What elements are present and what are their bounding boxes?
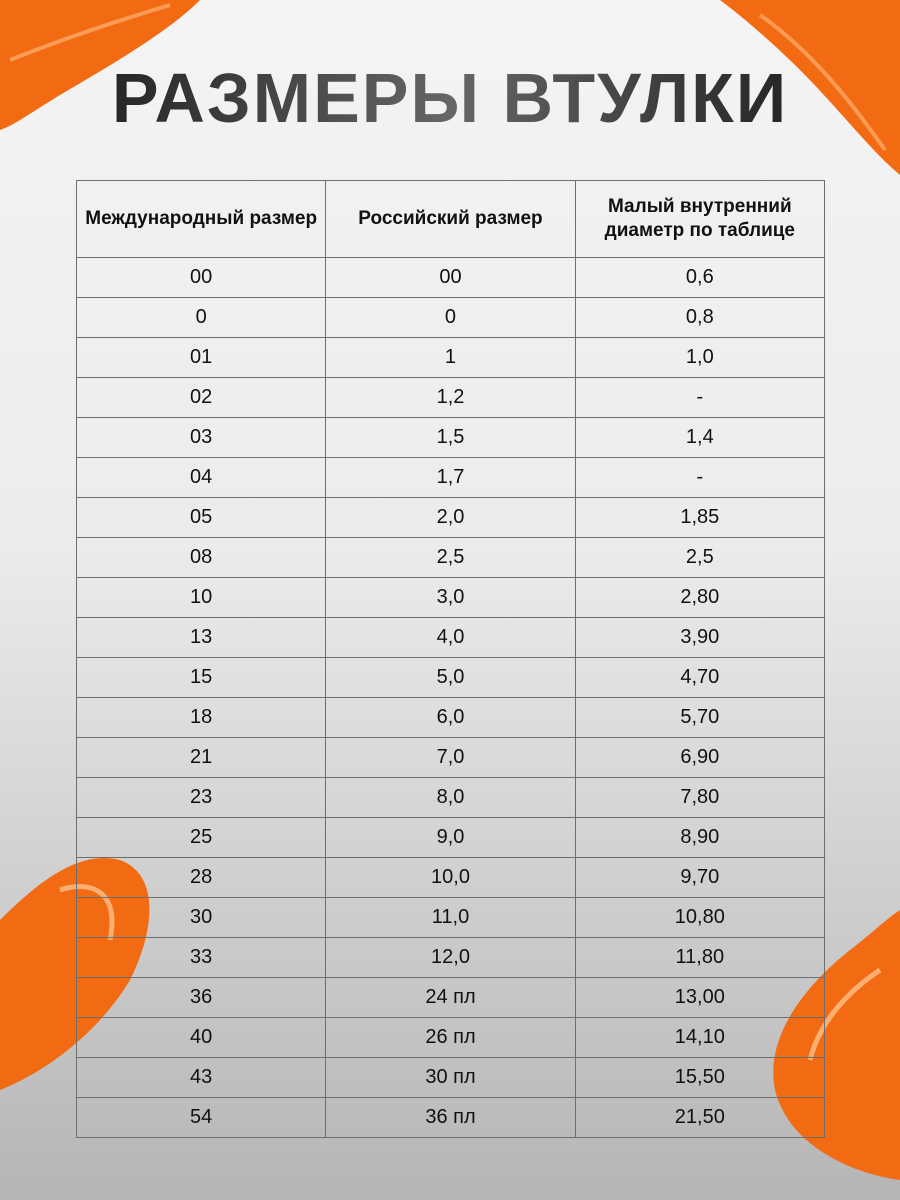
- table-row: 28 10,0 9,70: [75, 857, 826, 898]
- cell-russian-size: 8,0: [325, 777, 576, 818]
- table-row: 54 36 пл 21,50: [75, 1097, 826, 1138]
- cell-inner-diameter: 0,8: [574, 297, 826, 338]
- cell-russian-size: 1,2: [325, 377, 576, 418]
- header-inner-diameter: Малый внутренний диаметр по таблице: [574, 180, 826, 258]
- table-row: 15 5,0 4,70: [75, 657, 826, 698]
- cell-inner-diameter: 0,6: [574, 257, 826, 298]
- page-title: РАЗМЕРЫ ВТУЛКИ: [0, 58, 900, 138]
- cell-inner-diameter: 5,70: [574, 697, 826, 738]
- table-row: 01 1 1,0: [75, 337, 826, 378]
- cell-inner-diameter: 8,90: [574, 817, 826, 858]
- table-row: 43 30 пл 15,50: [75, 1057, 826, 1098]
- sleeve-size-table: Международный размер Российский размер М…: [75, 180, 826, 1138]
- cell-international-size: 05: [75, 497, 327, 538]
- cell-russian-size: 1,5: [325, 417, 576, 458]
- cell-international-size: 23: [75, 777, 327, 818]
- header-russian-size: Российский размер: [325, 180, 576, 258]
- table-row: 18 6,0 5,70: [75, 697, 826, 738]
- cell-russian-size: 10,0: [325, 857, 576, 898]
- cell-russian-size: 30 пл: [325, 1057, 576, 1098]
- cell-inner-diameter: 14,10: [574, 1017, 826, 1058]
- cell-international-size: 15: [75, 657, 327, 698]
- cell-international-size: 54: [75, 1097, 327, 1138]
- cell-international-size: 36: [75, 977, 327, 1018]
- table-row: 21 7,0 6,90: [75, 737, 826, 778]
- cell-international-size: 01: [75, 337, 327, 378]
- cell-international-size: 33: [75, 937, 327, 978]
- table-row: 33 12,0 11,80: [75, 937, 826, 978]
- cell-russian-size: 1: [325, 337, 576, 378]
- cell-inner-diameter: 1,4: [574, 417, 826, 458]
- cell-international-size: 40: [75, 1017, 327, 1058]
- cell-inner-diameter: 10,80: [574, 897, 826, 938]
- cell-russian-size: 12,0: [325, 937, 576, 978]
- table-header-row: Международный размер Российский размер М…: [75, 180, 826, 258]
- cell-international-size: 0: [75, 297, 327, 338]
- orange-paint-smear-top-left: [0, 0, 200, 130]
- cell-russian-size: 1,7: [325, 457, 576, 498]
- table-row: 0 0 0,8: [75, 297, 826, 338]
- cell-inner-diameter: 2,80: [574, 577, 826, 618]
- cell-inner-diameter: 1,85: [574, 497, 826, 538]
- cell-inner-diameter: 13,00: [574, 977, 826, 1018]
- cell-international-size: 04: [75, 457, 327, 498]
- cell-international-size: 03: [75, 417, 327, 458]
- table-row: 13 4,0 3,90: [75, 617, 826, 658]
- cell-russian-size: 6,0: [325, 697, 576, 738]
- table-row: 30 11,0 10,80: [75, 897, 826, 938]
- cell-inner-diameter: 21,50: [574, 1097, 826, 1138]
- cell-russian-size: 4,0: [325, 617, 576, 658]
- cell-russian-size: 7,0: [325, 737, 576, 778]
- cell-inner-diameter: 11,80: [574, 937, 826, 978]
- cell-russian-size: 5,0: [325, 657, 576, 698]
- cell-inner-diameter: -: [574, 377, 826, 418]
- cell-international-size: 10: [75, 577, 327, 618]
- cell-russian-size: 26 пл: [325, 1017, 576, 1058]
- cell-inner-diameter: 6,90: [574, 737, 826, 778]
- cell-international-size: 30: [75, 897, 327, 938]
- cell-russian-size: 11,0: [325, 897, 576, 938]
- cell-russian-size: 9,0: [325, 817, 576, 858]
- table-row: 23 8,0 7,80: [75, 777, 826, 818]
- cell-russian-size: 3,0: [325, 577, 576, 618]
- cell-inner-diameter: 3,90: [574, 617, 826, 658]
- cell-international-size: 28: [75, 857, 327, 898]
- cell-inner-diameter: -: [574, 457, 826, 498]
- table-row: 08 2,5 2,5: [75, 537, 826, 578]
- cell-russian-size: 36 пл: [325, 1097, 576, 1138]
- cell-russian-size: 24 пл: [325, 977, 576, 1018]
- table-row: 10 3,0 2,80: [75, 577, 826, 618]
- cell-russian-size: 0: [325, 297, 576, 338]
- cell-inner-diameter: 1,0: [574, 337, 826, 378]
- cell-international-size: 25: [75, 817, 327, 858]
- orange-paint-smear-top-right: [720, 0, 900, 175]
- table-row: 36 24 пл 13,00: [75, 977, 826, 1018]
- table-row: 04 1,7-: [75, 457, 826, 498]
- table-row: 05 2,0 1,85: [75, 497, 826, 538]
- cell-international-size: 00: [75, 257, 327, 298]
- cell-inner-diameter: 15,50: [574, 1057, 826, 1098]
- cell-russian-size: 00: [325, 257, 576, 298]
- cell-international-size: 43: [75, 1057, 327, 1098]
- cell-inner-diameter: 2,5: [574, 537, 826, 578]
- cell-international-size: 02: [75, 377, 327, 418]
- table-row: 25 9,0 8,90: [75, 817, 826, 858]
- table-row: 03 1,5 1,4: [75, 417, 826, 458]
- cell-international-size: 21: [75, 737, 327, 778]
- cell-inner-diameter: 4,70: [574, 657, 826, 698]
- cell-international-size: 08: [75, 537, 327, 578]
- cell-russian-size: 2,0: [325, 497, 576, 538]
- cell-international-size: 13: [75, 617, 327, 658]
- header-international-size: Международный размер: [75, 180, 327, 258]
- cell-inner-diameter: 7,80: [574, 777, 826, 818]
- table-row: 00 00 0,6: [75, 257, 826, 298]
- table-row: 40 26 пл 14,10: [75, 1017, 826, 1058]
- cell-inner-diameter: 9,70: [574, 857, 826, 898]
- table-row: 02 1,2-: [75, 377, 826, 418]
- cell-russian-size: 2,5: [325, 537, 576, 578]
- cell-international-size: 18: [75, 697, 327, 738]
